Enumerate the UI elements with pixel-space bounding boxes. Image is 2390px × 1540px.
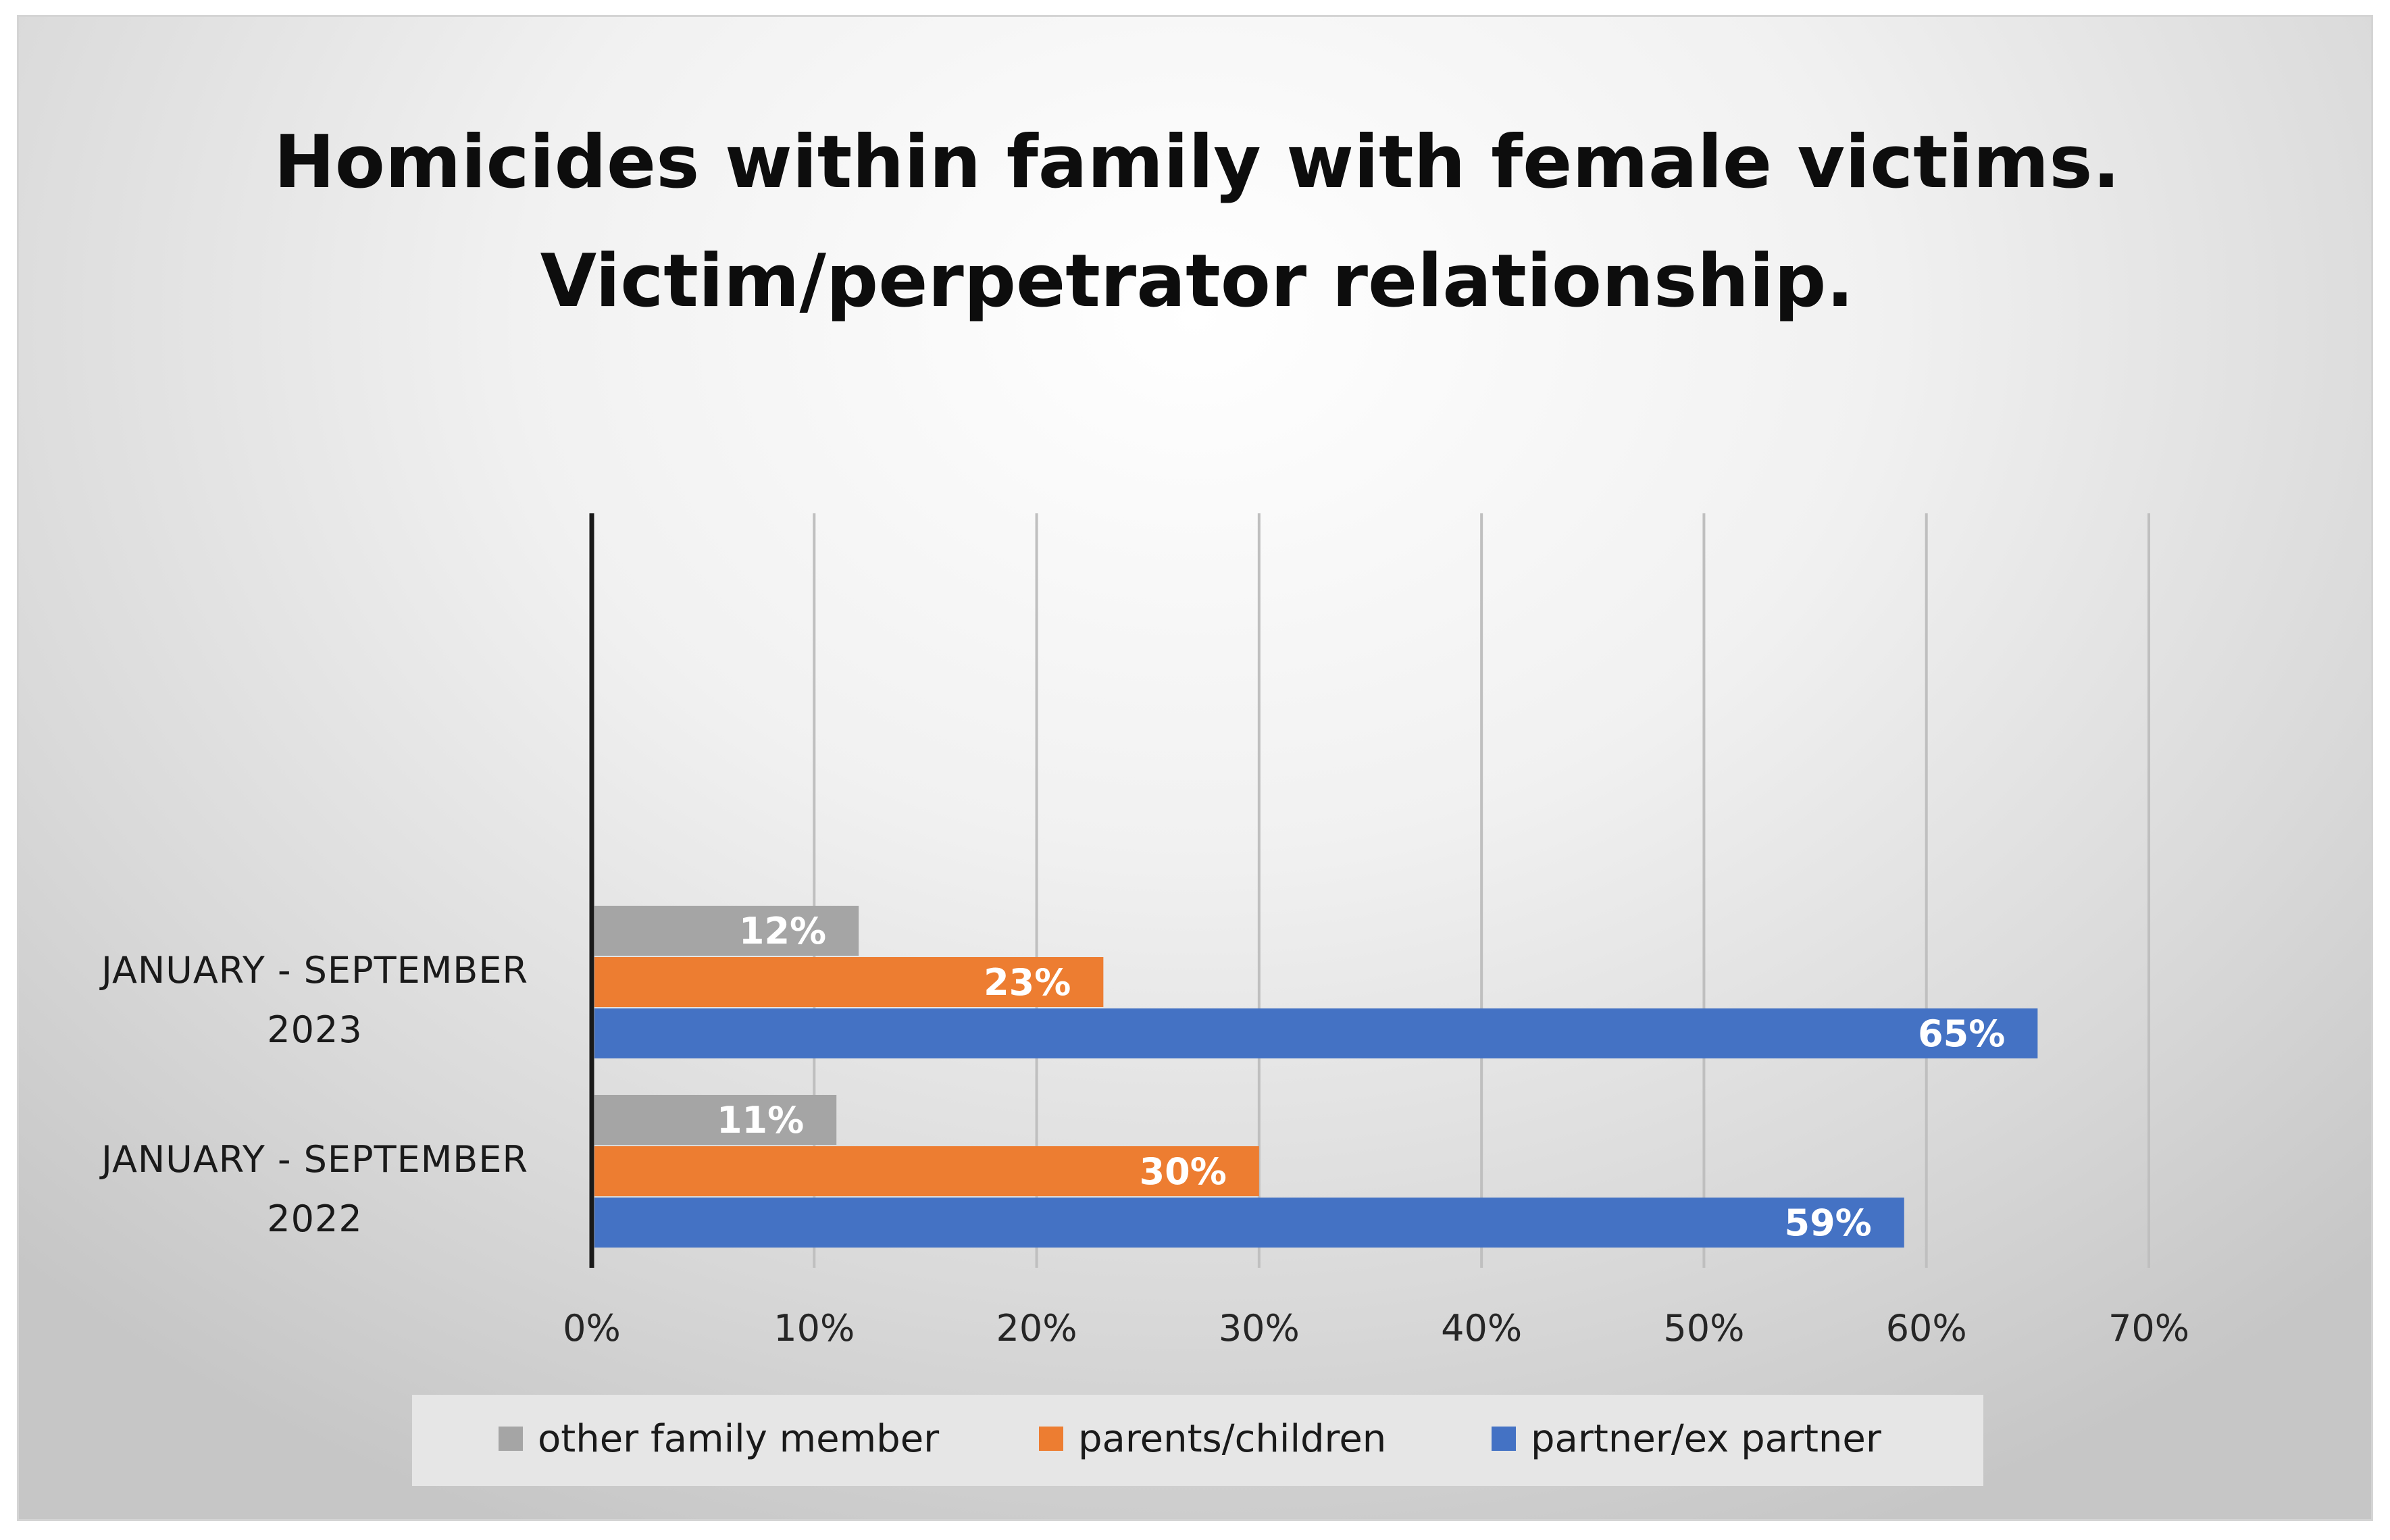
legend-label-0: other family member <box>538 1417 940 1461</box>
x-tick-label-20: 20% <box>996 1307 1077 1350</box>
x-tick-label-50: 50% <box>1663 1307 1744 1350</box>
legend-marker-1 <box>1039 1427 1063 1451</box>
legend-box <box>412 1395 1983 1486</box>
data-label-1-0: 11% <box>717 1099 804 1141</box>
chart-title-line-1: Homicides within family with female vict… <box>274 120 2120 205</box>
bar-0-1 <box>594 957 1104 1007</box>
bar-1-1 <box>594 1146 1259 1196</box>
legend-marker-0 <box>499 1427 523 1451</box>
legend-label-2: partner/ex partner <box>1531 1417 1882 1461</box>
legend-label-1: parents/children <box>1078 1417 1386 1461</box>
data-label-0-0: 12% <box>739 910 826 952</box>
legend-marker-2 <box>1492 1427 1516 1451</box>
chart-area: Homicides within family with female vict… <box>17 15 2373 1521</box>
data-label-0-1: 23% <box>984 961 1071 1004</box>
gridlines <box>813 513 2150 1268</box>
x-tick-label-30: 30% <box>1219 1307 1300 1350</box>
chart-svg: Homicides within family with female vict… <box>99 120 2189 1486</box>
bars: 12% 23% 65% 11% 30% 59% <box>594 906 2038 1248</box>
chart-title-line-2: Victim/perpetrator relationship. <box>540 239 1854 324</box>
category-label-0-line-2: 2023 <box>267 1008 362 1051</box>
category-labels: JANUARY - SEPTEMBER 2023 JANUARY - SEPTEMB… <box>99 949 528 1240</box>
data-label-0-2: 65% <box>1918 1012 2005 1055</box>
x-tick-label-70: 70% <box>2108 1307 2189 1350</box>
chart-title: Homicides within family with female vict… <box>274 120 2120 324</box>
bar-0-2 <box>594 1008 2038 1058</box>
category-label-1-line-2: 2022 <box>267 1198 362 1240</box>
bar-1-0 <box>594 1095 837 1145</box>
x-axis-tick-labels: 0% 10% 20% 30% 40% 50% 60% 70% <box>563 1307 2189 1350</box>
x-tick-label-60: 60% <box>1886 1307 1967 1350</box>
x-tick-label-0: 0% <box>563 1307 621 1350</box>
category-label-1-line-1: JANUARY - SEPTEMBER <box>99 1138 528 1181</box>
data-label-1-1: 30% <box>1140 1150 1227 1193</box>
x-tick-label-10: 10% <box>773 1307 855 1350</box>
legend: other family member parents/children partn… <box>412 1395 1983 1486</box>
bar-1-2 <box>594 1198 1904 1248</box>
category-label-0-line-1: JANUARY - SEPTEMBER <box>99 949 528 992</box>
data-label-1-2: 59% <box>1785 1202 1872 1244</box>
bar-0-0 <box>594 906 859 956</box>
x-tick-label-40: 40% <box>1441 1307 1522 1350</box>
